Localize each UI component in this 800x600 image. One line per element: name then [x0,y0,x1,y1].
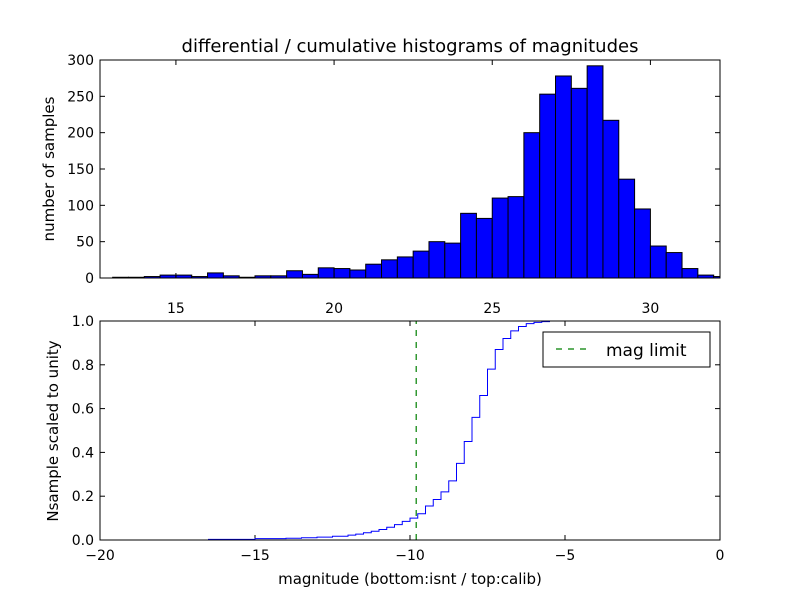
cumulative-step-line [100,320,721,541]
histogram-y-axis-label: number of samples [40,96,58,241]
histogram-y-tick-label: 0 [85,271,94,287]
histogram-bar [333,268,351,279]
histogram-bar [301,273,319,279]
histogram-y-tick-label: 150 [67,162,94,178]
cumulative-y-tick-label: 0.2 [72,489,94,505]
histogram-y-tick-label: 50 [76,235,94,251]
histogram-y-tick-label: 300 [67,53,94,69]
histogram-bar [475,217,493,279]
cumulative-y-tick-label: 0.8 [72,358,94,374]
histogram-bar [396,256,414,279]
histogram-bar [523,132,541,279]
histogram-y-tick-label: 200 [67,126,94,142]
histogram-bar [286,270,303,279]
histogram-bar [444,242,462,279]
cumulative-y-axis-label: Nsample scaled to unity [44,340,62,521]
histogram-bar [586,65,604,279]
histogram-bar [460,212,477,279]
cumulative-y-tick-label: 0.0 [72,533,94,549]
histogram-panel: differential / cumulative histograms of … [40,36,721,317]
histogram-bar [665,252,683,279]
histogram-bar [602,119,620,279]
histogram-bar [428,241,446,279]
cumulative-x-tick-label: −20 [85,548,115,564]
cumulative-panel: 0.0 0.2 0.4 0.6 0.8 1.0 −20 −15 −10 −5 0 magnitude… [44,314,724,588]
cumulative-y-tick-label: 1.0 [72,314,94,330]
histogram-x-tick-label: 25 [483,301,501,317]
cumulative-y-tick-label: 0.6 [72,402,94,418]
histogram-bar [381,259,398,279]
cumulative-x-tick-label: 0 [716,548,725,564]
histogram-bar [412,250,430,279]
histogram-bar [539,93,557,279]
histogram-y-tick-label: 250 [67,89,94,105]
histogram-bar [555,75,572,279]
legend: mag limit [542,331,711,368]
legend-mag-limit-label: mag limit [606,341,687,361]
histogram-bar [207,272,224,279]
cumulative-x-tick-label: −15 [240,548,270,564]
histogram-bar [491,197,509,279]
histogram-y-tick-label: 100 [67,198,94,214]
cumulative-ticks: 0.0 0.2 0.4 0.6 0.8 1.0 −20 −15 −10 −5 0 [72,314,725,564]
cumulative-x-tick-label: −10 [395,548,425,564]
x-axis-label: magnitude (bottom:isnt / top:calib) [278,570,542,588]
histogram-bar [570,87,588,279]
histogram-x-tick-label: 30 [641,301,659,317]
cumulative-x-tick-label: −5 [555,548,576,564]
cumulative-frame [99,320,721,541]
histogram-bar [634,208,651,279]
histogram-bar [317,267,335,279]
histogram-bars [112,65,721,279]
histogram-x-tick-label: 15 [167,301,185,317]
histogram-ticks: 0 50 100 150 200 250 300 15 20 25 30 [67,53,720,317]
chart-title: differential / cumulative histograms of … [182,36,639,57]
histogram-bar [365,263,383,279]
histogram-bar [681,268,699,279]
histogram-bar [649,245,667,279]
histogram-x-tick-label: 20 [325,301,343,317]
cumulative-y-tick-label: 0.4 [72,445,94,461]
histogram-bar [349,269,367,279]
histogram-frame [99,59,721,279]
histogram-bar [507,196,525,279]
histogram-bar [618,178,636,279]
